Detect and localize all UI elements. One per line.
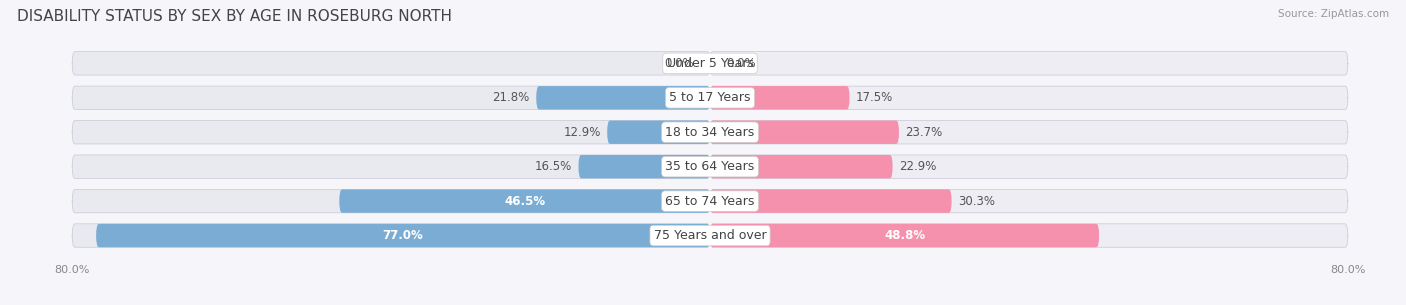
Text: 65 to 74 Years: 65 to 74 Years xyxy=(665,195,755,208)
Text: 75 Years and over: 75 Years and over xyxy=(654,229,766,242)
FancyBboxPatch shape xyxy=(72,224,710,247)
Text: 35 to 64 Years: 35 to 64 Years xyxy=(665,160,755,173)
FancyBboxPatch shape xyxy=(710,155,893,178)
Text: 46.5%: 46.5% xyxy=(505,195,546,208)
FancyBboxPatch shape xyxy=(72,52,710,75)
Text: DISABILITY STATUS BY SEX BY AGE IN ROSEBURG NORTH: DISABILITY STATUS BY SEX BY AGE IN ROSEB… xyxy=(17,9,451,24)
FancyBboxPatch shape xyxy=(72,155,710,178)
Text: 5 to 17 Years: 5 to 17 Years xyxy=(669,91,751,104)
FancyBboxPatch shape xyxy=(710,86,849,109)
FancyBboxPatch shape xyxy=(710,224,1348,247)
FancyBboxPatch shape xyxy=(339,189,710,213)
FancyBboxPatch shape xyxy=(578,155,710,178)
Text: 17.5%: 17.5% xyxy=(856,91,893,104)
FancyBboxPatch shape xyxy=(710,120,1348,144)
Text: 48.8%: 48.8% xyxy=(884,229,925,242)
FancyBboxPatch shape xyxy=(72,86,710,109)
Text: 0.0%: 0.0% xyxy=(725,57,755,70)
FancyBboxPatch shape xyxy=(72,189,710,213)
Text: 30.3%: 30.3% xyxy=(957,195,995,208)
FancyBboxPatch shape xyxy=(607,120,710,144)
FancyBboxPatch shape xyxy=(96,224,710,247)
FancyBboxPatch shape xyxy=(536,86,710,109)
Text: 21.8%: 21.8% xyxy=(492,91,530,104)
FancyBboxPatch shape xyxy=(710,224,1099,247)
Text: 77.0%: 77.0% xyxy=(382,229,423,242)
Text: Under 5 Years: Under 5 Years xyxy=(666,57,754,70)
Text: 23.7%: 23.7% xyxy=(905,126,942,139)
FancyBboxPatch shape xyxy=(710,189,1348,213)
FancyBboxPatch shape xyxy=(710,120,898,144)
FancyBboxPatch shape xyxy=(710,52,1348,75)
FancyBboxPatch shape xyxy=(710,155,1348,178)
Text: 12.9%: 12.9% xyxy=(564,126,600,139)
FancyBboxPatch shape xyxy=(710,86,1348,109)
FancyBboxPatch shape xyxy=(710,189,952,213)
Text: 16.5%: 16.5% xyxy=(534,160,572,173)
Text: Source: ZipAtlas.com: Source: ZipAtlas.com xyxy=(1278,9,1389,19)
Text: 22.9%: 22.9% xyxy=(898,160,936,173)
FancyBboxPatch shape xyxy=(72,120,710,144)
Text: 18 to 34 Years: 18 to 34 Years xyxy=(665,126,755,139)
Text: 0.0%: 0.0% xyxy=(665,57,695,70)
